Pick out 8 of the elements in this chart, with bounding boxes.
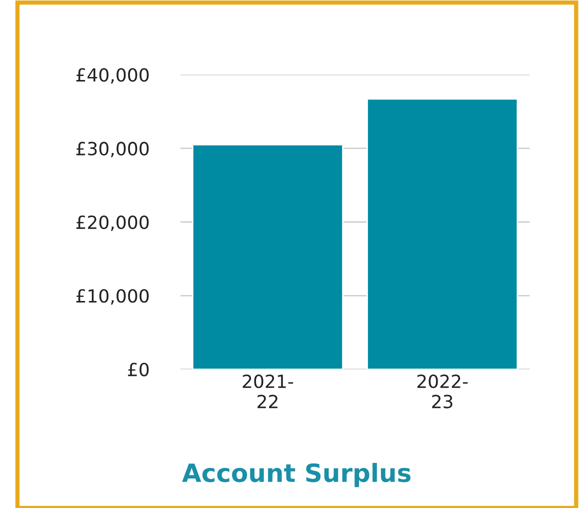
- y-tick-label: £10,000: [76, 289, 149, 305]
- x-tick-label: 2021- 22: [242, 374, 294, 408]
- y-tick-label: £0: [128, 362, 149, 376]
- y-tick-label: £30,000: [76, 142, 149, 158]
- y-tick-label: £40,000: [76, 68, 149, 84]
- x-tick-label: 2022- 23: [417, 374, 468, 408]
- y-tick-label: £20,000: [76, 215, 149, 231]
- text: Account Surplus: [182, 462, 410, 488]
